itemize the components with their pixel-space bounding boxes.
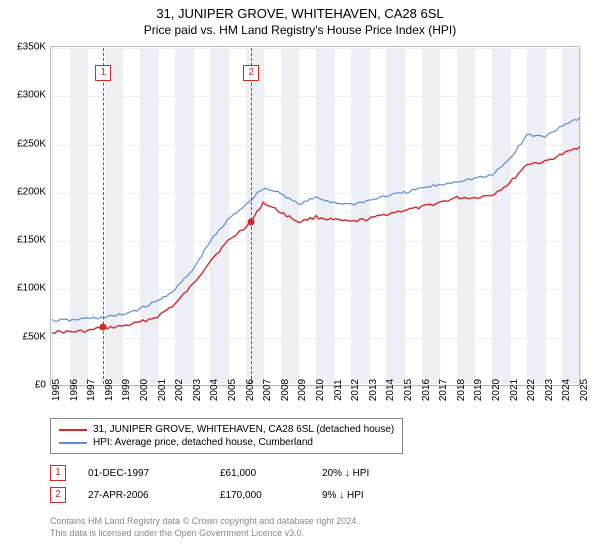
plot-region: 12 [50,46,580,386]
sale-delta: 9% ↓ HPI [322,490,412,501]
x-tick-label: 2018 [456,379,467,401]
x-tick-label: 2019 [473,379,484,401]
y-tick-label: £50K [23,331,46,342]
x-tick-label: 2000 [139,379,150,401]
sale-price: £61,000 [220,468,300,479]
x-tick-label: 2022 [526,379,537,401]
x-tick-label: 2020 [491,379,502,401]
x-tick-label: 2005 [227,379,238,401]
sale-row-marker: 1 [50,465,66,481]
x-tick-label: 1995 [51,379,62,401]
sale-event-line [251,48,252,384]
x-tick-label: 2021 [509,379,520,401]
x-tick-label: 1999 [121,379,132,401]
line-layer [51,47,581,387]
x-tick-label: 2025 [579,379,590,401]
x-tick-label: 2023 [544,379,555,401]
chart-container: 31, JUNIPER GROVE, WHITEHAVEN, CA28 6SL … [0,0,600,560]
sale-delta: 20% ↓ HPI [322,468,412,479]
x-tick-label: 1997 [86,379,97,401]
sale-price: £170,000 [220,490,300,501]
x-tick-label: 2003 [192,379,203,401]
x-tick-label: 2001 [157,379,168,401]
footer-attribution: Contains HM Land Registry data © Crown c… [50,516,359,539]
legend: 31, JUNIPER GROVE, WHITEHAVEN, CA28 6SL … [50,418,580,454]
x-tick-label: 1996 [69,379,80,401]
x-tick-label: 2011 [333,379,344,401]
sale-date: 27-APR-2006 [88,490,198,501]
y-tick-label: £300K [17,90,46,101]
sale-date: 01-DEC-1997 [88,468,198,479]
x-tick-label: 2015 [403,379,414,401]
x-tick-label: 2007 [262,379,273,401]
sales-table: 1 01-DEC-1997 £61,000 20% ↓ HPI 2 27-APR-2006… [50,462,412,506]
footer-line1: Contains HM Land Registry data © Crown c… [50,516,359,528]
legend-label: 31, JUNIPER GROVE, WHITEHAVEN, CA28 6SL … [93,424,394,435]
x-tick-label: 2024 [561,379,572,401]
legend-item: HPI: Average price, detached house, Cumb… [59,436,394,449]
legend-label: HPI: Average price, detached house, Cumb… [93,437,313,448]
series-line [52,147,580,334]
sale-event-line [103,48,104,384]
legend-swatch [59,442,87,444]
sale-marker-box: 1 [95,65,111,81]
sale-dot [248,218,255,225]
x-tick-label: 2014 [385,379,396,401]
x-tick-label: 2009 [297,379,308,401]
footer-line2: This data is licensed under the Open Gov… [50,528,359,540]
x-tick-label: 2006 [245,379,256,401]
legend-box: 31, JUNIPER GROVE, WHITEHAVEN, CA28 6SL … [50,418,403,454]
x-tick-label: 2012 [350,379,361,401]
x-tick-label: 2017 [438,379,449,401]
y-tick-label: £200K [17,186,46,197]
sale-dot [100,324,107,331]
y-tick-label: £100K [17,283,46,294]
x-tick-label: 1998 [104,379,115,401]
sale-marker-box: 2 [243,65,259,81]
chart-title: 31, JUNIPER GROVE, WHITEHAVEN, CA28 6SL [0,0,600,21]
sale-row: 1 01-DEC-1997 £61,000 20% ↓ HPI [50,462,412,484]
legend-item: 31, JUNIPER GROVE, WHITEHAVEN, CA28 6SL … [59,423,394,436]
legend-swatch [59,429,87,431]
x-tick-label: 2010 [315,379,326,401]
series-line [52,118,580,322]
sale-row: 2 27-APR-2006 £170,000 9% ↓ HPI [50,484,412,506]
x-tick-label: 2013 [368,379,379,401]
y-tick-label: £150K [17,235,46,246]
x-tick-label: 2004 [209,379,220,401]
x-tick-label: 2008 [280,379,291,401]
chart-subtitle: Price paid vs. HM Land Registry's House … [0,21,600,41]
x-tick-label: 2016 [421,379,432,401]
y-tick-label: £250K [17,138,46,149]
x-tick-label: 2002 [174,379,185,401]
y-tick-label: £0 [35,380,46,391]
chart-area: 12 £0£50K£100K£150K£200K£250K£300K£350K1… [50,46,580,386]
sale-row-marker: 2 [50,487,66,503]
y-tick-label: £350K [17,42,46,53]
